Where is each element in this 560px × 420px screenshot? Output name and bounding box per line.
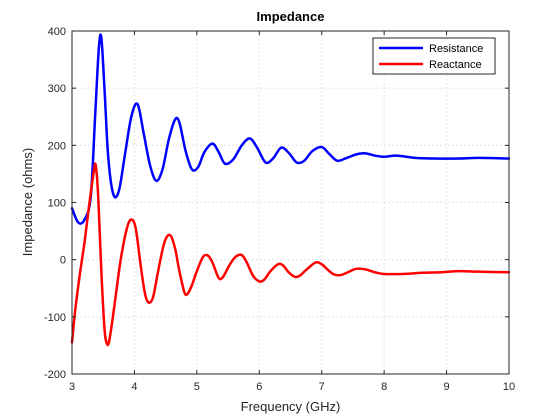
series-line-reactance <box>70 162 511 347</box>
series-line-resistance <box>70 33 511 225</box>
y-tick-label: 200 <box>48 140 66 152</box>
legend-resistance-label: Resistance <box>429 43 483 55</box>
grid <box>72 31 509 374</box>
x-tick-label: 8 <box>381 381 387 393</box>
x-tick-label: 4 <box>131 381 137 393</box>
chart-title: Impedance <box>257 9 325 24</box>
y-tick-label: 400 <box>48 26 66 38</box>
legend-box <box>372 37 496 75</box>
plot-area <box>70 33 511 347</box>
x-tick-labels: 3 4 5 6 7 8 9 10 <box>69 381 515 393</box>
y-axis-label: Impedance (ohms) <box>20 148 35 256</box>
y-tick-label: 0 <box>60 255 66 267</box>
x-tick-label: 7 <box>319 381 325 393</box>
x-tick-label: 3 <box>69 381 75 393</box>
x-axis-label: Frequency (GHz) <box>241 399 341 414</box>
x-tick-label: 10 <box>503 381 515 393</box>
y-tick-label: -100 <box>44 312 66 324</box>
legend: Resistance Reactance <box>372 37 496 75</box>
legend-reactance-label: Reactance <box>429 59 482 71</box>
x-tick-label: 5 <box>194 381 200 393</box>
y-tick-label: 100 <box>48 198 66 210</box>
y-tick-label: 300 <box>48 83 66 95</box>
x-tick-label: 9 <box>444 381 450 393</box>
y-tick-label: -200 <box>44 369 66 381</box>
y-tick-labels: -200 -100 0 100 200 300 400 <box>44 26 66 381</box>
tick-marks <box>71 30 510 375</box>
x-tick-label: 6 <box>256 381 262 393</box>
